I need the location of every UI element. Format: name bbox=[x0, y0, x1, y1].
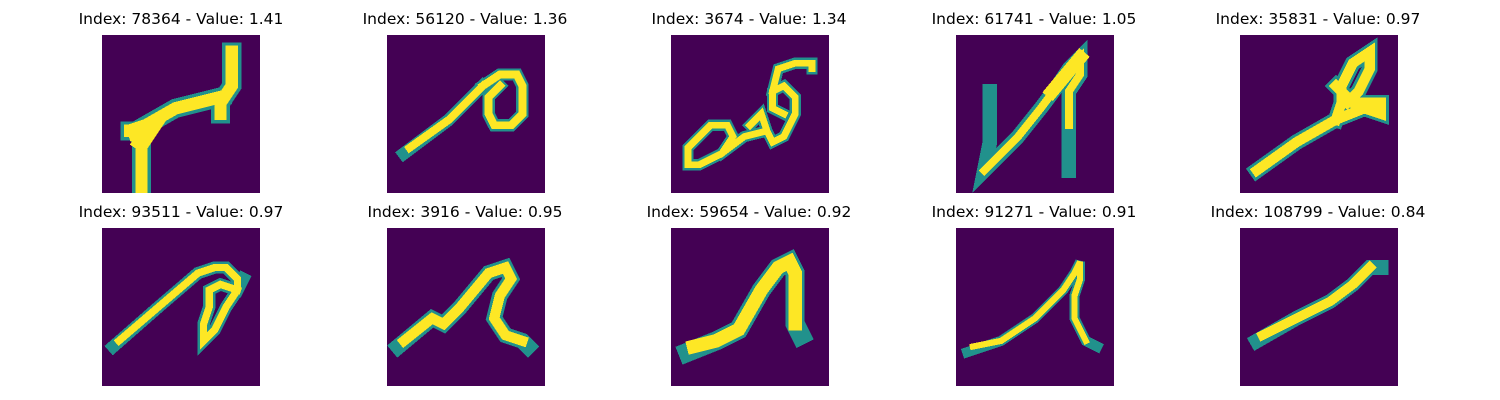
panel-title: Index: 3916 - Value: 0.95 bbox=[367, 203, 563, 221]
panel-title: Index: 93511 - Value: 0.97 bbox=[78, 203, 284, 221]
panel-title: Index: 56120 - Value: 1.36 bbox=[362, 10, 568, 28]
digit-image bbox=[387, 35, 545, 193]
digit-image bbox=[1240, 228, 1398, 386]
digit-image bbox=[102, 228, 260, 386]
panel-title: Index: 91271 - Value: 0.91 bbox=[931, 203, 1137, 221]
panel-title: Index: 3674 - Value: 1.34 bbox=[651, 10, 847, 28]
digit-image bbox=[387, 228, 545, 386]
digit-image bbox=[956, 228, 1114, 386]
panel-title: Index: 78364 - Value: 1.41 bbox=[78, 10, 284, 28]
digit-image bbox=[671, 35, 829, 193]
digit-image bbox=[102, 35, 260, 193]
digit-image bbox=[1240, 35, 1398, 193]
panel-title: Index: 61741 - Value: 1.05 bbox=[931, 10, 1137, 28]
digit-image bbox=[956, 35, 1114, 193]
panel-title: Index: 59654 - Value: 0.92 bbox=[646, 203, 852, 221]
panel-title: Index: 35831 - Value: 0.97 bbox=[1215, 10, 1421, 28]
digit-image bbox=[671, 228, 829, 386]
panel-title: Index: 108799 - Value: 0.84 bbox=[1210, 203, 1426, 221]
